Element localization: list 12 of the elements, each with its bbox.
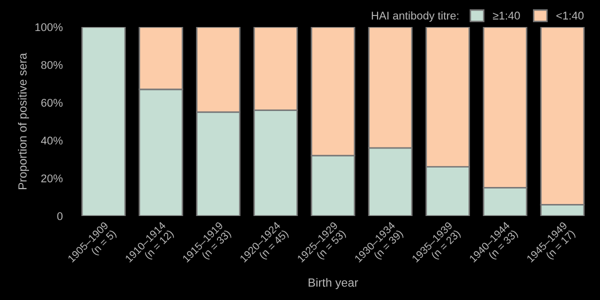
y-tick-label: 20% xyxy=(41,174,63,182)
y-tick-label: 60% xyxy=(41,98,63,107)
legend-label: ≥1:40 xyxy=(492,12,520,20)
x-axis-title: Birth year xyxy=(308,278,358,290)
y-tick-label: 0 xyxy=(57,212,63,220)
legend-label: <1:40 xyxy=(556,12,584,20)
y-tick-label: 40% xyxy=(40,136,63,145)
y-tick-label: 100% xyxy=(35,23,63,32)
bar xyxy=(81,27,126,216)
legend-title: HAI antibody titre: xyxy=(372,11,458,22)
y-axis-title: Proportion of positive sera xyxy=(18,52,29,190)
y-tick-label: 80% xyxy=(41,61,63,69)
